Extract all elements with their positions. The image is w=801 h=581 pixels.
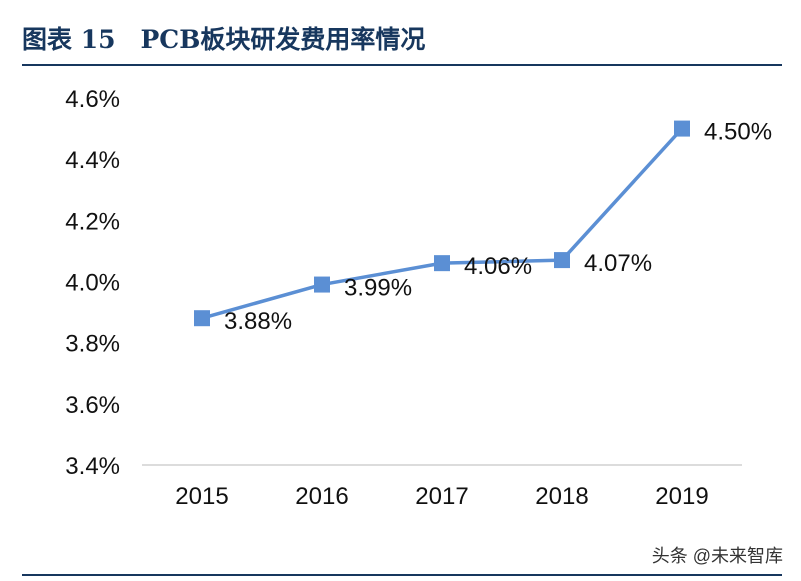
bottom-divider xyxy=(22,574,782,576)
y-tick-label: 4.0% xyxy=(65,270,120,297)
y-tick-label: 3.6% xyxy=(65,392,120,419)
y-tick-label: 4.4% xyxy=(65,147,120,174)
data-point-marker xyxy=(194,310,210,327)
chart-title: 图表 15 PCB板块研发费用率情况 xyxy=(22,25,426,54)
y-tick-label: 3.4% xyxy=(65,453,120,480)
watermark-text: 头条 @未来智库 xyxy=(651,546,783,566)
y-tick-label: 3.8% xyxy=(65,331,120,358)
x-axis: 2015 2016 2017 2018 2019 xyxy=(142,464,742,510)
data-labels: 3.88% 3.99% 4.06% 4.07% 4.50% xyxy=(224,119,772,336)
y-tick-label: 4.6% xyxy=(65,86,120,113)
data-point-marker xyxy=(554,252,570,269)
data-label: 3.88% xyxy=(224,308,292,335)
data-point-marker xyxy=(434,255,450,272)
data-label: 4.50% xyxy=(704,119,772,146)
x-tick-label: 2019 xyxy=(655,483,708,510)
y-axis: 3.4% 3.6% 3.8% 4.0% 4.2% 4.4% 4.6% xyxy=(65,86,120,480)
y-tick-label: 4.2% xyxy=(65,208,120,235)
x-tick-label: 2017 xyxy=(415,483,468,510)
x-tick-label: 2018 xyxy=(535,483,588,510)
data-label: 3.99% xyxy=(344,275,412,302)
series-line-path xyxy=(201,127,684,320)
data-point-marker xyxy=(314,276,330,293)
x-tick-label: 2016 xyxy=(295,483,348,510)
series-line xyxy=(194,120,690,327)
data-label: 4.07% xyxy=(584,250,652,277)
data-label: 4.06% xyxy=(464,253,532,280)
title-divider xyxy=(22,64,782,66)
x-tick-label: 2015 xyxy=(175,483,228,510)
title-bar: 图表 15 PCB板块研发费用率情况 xyxy=(22,18,782,66)
data-point-marker xyxy=(674,120,690,137)
